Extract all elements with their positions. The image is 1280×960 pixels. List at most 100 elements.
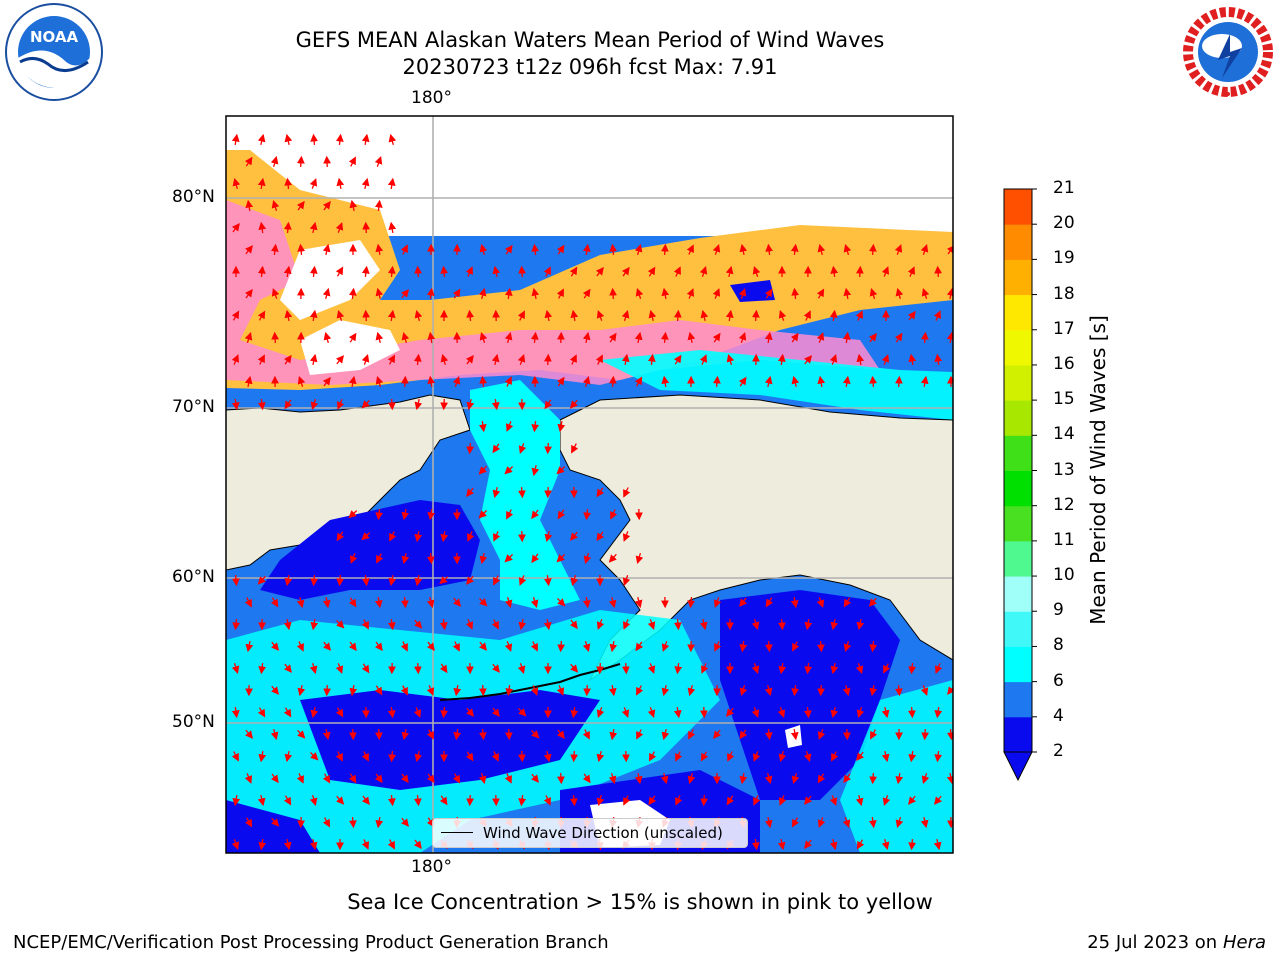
wave-direction-arrow: [504, 244, 513, 255]
wave-direction-arrow: [894, 244, 903, 255]
wave-direction-arrow: [427, 508, 436, 521]
wave-direction-arrow: [401, 289, 410, 299]
wave-direction-arrow: [271, 199, 280, 211]
wave-direction-arrow: [881, 266, 890, 277]
wave-direction-arrow: [349, 553, 358, 564]
wave-direction-arrow: [284, 309, 293, 322]
wave-direction-arrow: [830, 618, 839, 631]
wave-direction-arrow: [244, 375, 253, 388]
nws-logo: [1178, 2, 1278, 106]
wave-direction-arrow: [700, 794, 708, 807]
wave-direction-arrow: [843, 287, 852, 300]
wave-direction-arrow: [491, 353, 500, 366]
wave-direction-arrow: [739, 640, 748, 653]
wave-direction-arrow: [493, 531, 501, 542]
legend-label: Wind Wave Direction (unscaled): [483, 824, 723, 842]
wave-direction-arrow: [518, 575, 527, 586]
wave-direction-arrow: [621, 309, 630, 321]
wave-direction-arrow: [777, 353, 786, 366]
wave-direction-arrow: [283, 354, 292, 365]
wave-direction-arrow: [856, 839, 865, 850]
wave-direction-arrow: [751, 619, 760, 631]
sea-ice-yellow: [226, 150, 953, 390]
wave-direction-arrow: [479, 598, 488, 607]
wave-direction-arrow: [439, 795, 448, 806]
wave-direction-arrow: [647, 353, 656, 366]
wave-direction-arrow: [414, 309, 423, 321]
wave-direction-arrow: [725, 707, 734, 717]
wave-direction-arrow: [661, 375, 670, 388]
colorbar-segment: [1004, 224, 1032, 260]
wave-direction-arrow: [257, 398, 266, 411]
wave-direction-arrow: [349, 684, 358, 697]
wave-direction-arrow: [791, 287, 800, 300]
wave-direction-arrow: [634, 331, 643, 344]
wave-direction-arrow: [674, 662, 683, 675]
colorbar-segment: [1004, 435, 1032, 471]
wave-direction-arrow: [257, 133, 266, 146]
wave-direction-arrow: [492, 443, 501, 454]
wave-direction-arrow: [361, 265, 370, 278]
wave-direction-arrow: [296, 641, 304, 652]
wave-direction-arrow: [856, 265, 864, 278]
wave-direction-arrow: [440, 530, 449, 543]
wave-direction-arrow: [479, 684, 487, 697]
wave-direction-arrow: [856, 707, 865, 719]
wave-direction-arrow: [543, 750, 552, 763]
wave-direction-arrow: [699, 618, 708, 631]
wave-direction-arrow: [934, 750, 943, 763]
wave-direction-arrow: [413, 794, 422, 807]
wave-direction-arrow: [777, 838, 786, 851]
wave-direction-arrow: [440, 706, 449, 719]
wave-direction-arrow: [829, 309, 838, 322]
wave-direction-arrow: [764, 640, 773, 653]
wave-direction-arrow: [817, 817, 826, 828]
colorbar-segment: [1004, 540, 1032, 577]
wave-direction-arrow: [570, 706, 579, 719]
wave-direction-arrow: [699, 354, 707, 365]
sea-ice-caption: Sea Ice Concentration > 15% is shown in …: [347, 890, 933, 914]
wave-direction-arrow: [257, 575, 266, 585]
wave-direction-arrow: [764, 728, 773, 741]
wave-direction-arrow: [843, 773, 852, 784]
wave-direction-arrow: [374, 641, 383, 652]
wave-direction-arrow: [270, 155, 279, 167]
wave-direction-arrow: [232, 794, 241, 807]
wave-direction-arrow: [623, 795, 631, 806]
wave-direction-arrow: [505, 421, 514, 432]
wave-direction-arrow: [478, 287, 487, 299]
chart-title: GEFS MEAN Alaskan Waters Mean Period of …: [295, 28, 885, 52]
wave-direction-arrow: [336, 531, 345, 542]
wave-direction-arrow: [765, 597, 774, 608]
wave-direction-arrow: [934, 795, 942, 805]
wave-direction-arrow: [257, 354, 265, 365]
wave-direction-arrow: [609, 287, 617, 300]
wave-direction-arrow: [881, 839, 890, 851]
wave-direction-arrow: [479, 641, 487, 651]
wave-direction-arrow: [309, 353, 318, 366]
wave-direction-arrow: [907, 706, 916, 719]
colorbar-segment: [1004, 364, 1032, 401]
wave-direction-arrow: [361, 399, 370, 409]
colorbar-segment: [1004, 400, 1032, 436]
wave-direction-arrow: [296, 155, 305, 168]
wave-direction-arrow: [543, 266, 551, 277]
wave-direction-arrow: [881, 706, 890, 719]
map-area: [226, 116, 953, 853]
wave-direction-arrow: [231, 310, 240, 321]
wave-direction-arrow: [388, 133, 397, 145]
wave-direction-arrow: [661, 641, 670, 652]
wave-direction-arrow: [310, 133, 319, 146]
wave-direction-arrow: [257, 310, 266, 321]
wave-direction-arrow: [375, 331, 384, 343]
wave-direction-arrow: [465, 266, 473, 277]
wave-direction-arrow: [920, 685, 929, 696]
wave-direction-arrow: [753, 795, 761, 806]
wave-direction-arrow: [426, 597, 435, 609]
wave-direction-arrow: [336, 574, 345, 587]
wave-direction-arrow: [920, 816, 929, 829]
wave-direction-arrow: [622, 619, 631, 630]
wave-direction-arrow: [791, 684, 800, 697]
wave-direction-arrow: [453, 728, 462, 741]
